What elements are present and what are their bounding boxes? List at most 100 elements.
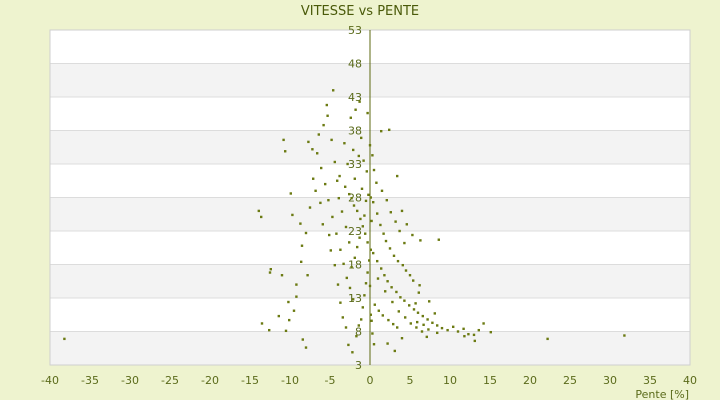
- scatter-point: [477, 328, 480, 332]
- scatter-point: [462, 327, 465, 331]
- scatter-point: [366, 111, 369, 115]
- scatter-point: [384, 290, 387, 293]
- scatter-point: [419, 239, 422, 242]
- scatter-point: [416, 320, 419, 324]
- y-tick-label: 53: [348, 24, 362, 37]
- scatter-point: [351, 351, 354, 354]
- scatter-point: [295, 283, 298, 286]
- scatter-point: [440, 326, 444, 330]
- scatter-point: [308, 206, 312, 209]
- scatter-point: [420, 330, 424, 333]
- scatter-point: [426, 318, 429, 321]
- scatter-point: [282, 138, 285, 142]
- scatter-point: [433, 312, 436, 315]
- chart-title: VITESSE vs PENTE: [301, 4, 419, 19]
- x-axis-ticks: -40 -35 -30 -25 -20 -15 -10 -5 0 5 10 15 20 25 30 35 40: [41, 374, 697, 387]
- scatter-point: [371, 154, 374, 157]
- scatter-point: [368, 259, 371, 262]
- scatter-point: [336, 179, 339, 182]
- scatter-point: [376, 259, 379, 263]
- scatter-point: [446, 328, 449, 332]
- scatter-point: [431, 321, 434, 324]
- scatter-point: [422, 323, 425, 326]
- scatter-point: [356, 245, 359, 249]
- y-tick-label: 38: [348, 125, 362, 138]
- scatter-point: [349, 116, 352, 119]
- scatter-point: [339, 301, 342, 304]
- scatter-point: [436, 331, 439, 335]
- scatter-point: [623, 334, 626, 337]
- scatter-point: [421, 314, 424, 318]
- scatter-point: [377, 309, 380, 312]
- scatter-point: [288, 318, 291, 322]
- scatter-point: [390, 286, 393, 289]
- scatter-point: [339, 248, 342, 251]
- x-tick-label: 10: [443, 374, 457, 387]
- scatter-point: [350, 265, 353, 269]
- scatter-point: [398, 229, 401, 233]
- scatter-point: [473, 339, 476, 343]
- scatter-point: [452, 325, 455, 329]
- scatter-point: [328, 233, 331, 237]
- scatter-point: [344, 185, 347, 188]
- scatter-point: [361, 225, 364, 228]
- scatter-point: [368, 284, 372, 288]
- scatter-point: [414, 302, 417, 305]
- scatter-point: [335, 232, 338, 235]
- scatter-point: [363, 214, 366, 217]
- scatter-point: [359, 217, 362, 221]
- y-tick-label: 8: [355, 326, 362, 339]
- scatter-point: [375, 181, 378, 184]
- scatter-point: [343, 142, 346, 145]
- x-tick-label: 5: [407, 374, 414, 387]
- scatter-point: [372, 251, 375, 255]
- scatter-point: [392, 254, 396, 257]
- scatter-point: [456, 330, 460, 333]
- scatter-point: [360, 136, 363, 140]
- scatter-point: [348, 286, 352, 290]
- x-tick-label: -10: [281, 374, 299, 387]
- scatter-point: [316, 152, 319, 155]
- scatter-point: [392, 322, 395, 326]
- scatter-point: [381, 314, 384, 317]
- scatter-point: [376, 212, 379, 215]
- scatter-point: [260, 215, 263, 219]
- scatter-point: [299, 222, 302, 225]
- scatter-point: [380, 189, 384, 192]
- scatter-point: [417, 291, 420, 294]
- scatter-point: [400, 209, 404, 213]
- scatter-point: [369, 248, 372, 251]
- scatter-point: [301, 338, 304, 341]
- scatter-point: [369, 196, 372, 199]
- scatter-point: [436, 324, 439, 327]
- scatter-point: [357, 154, 360, 158]
- scatter-point: [321, 223, 324, 226]
- scatter-point: [344, 326, 348, 329]
- scatter-point: [353, 177, 356, 180]
- scatter-point: [329, 249, 332, 252]
- scatter-point: [416, 311, 420, 314]
- scatter-point: [268, 271, 272, 274]
- scatter-point: [365, 170, 368, 173]
- scatter-point: [289, 192, 292, 195]
- scatter-point: [371, 332, 374, 335]
- x-tick-label: 30: [603, 374, 617, 387]
- scatter-point: [346, 162, 349, 166]
- scatter-point: [348, 241, 351, 244]
- scatter-point: [395, 290, 398, 294]
- scatter-point: [291, 213, 294, 217]
- scatter-point: [472, 333, 476, 337]
- scatter-point: [353, 256, 356, 259]
- x-tick-label: 35: [643, 374, 657, 387]
- scatter-point: [350, 196, 353, 200]
- x-tick-label: 40: [683, 374, 697, 387]
- scatter-point: [389, 211, 392, 214]
- scatter-point: [372, 168, 376, 172]
- scatter-point: [357, 324, 360, 327]
- scatter-point: [394, 220, 397, 223]
- scatter-point: [411, 233, 414, 237]
- scatter-point: [380, 267, 383, 270]
- scatter-point: [404, 316, 407, 319]
- scatter-point: [405, 223, 408, 226]
